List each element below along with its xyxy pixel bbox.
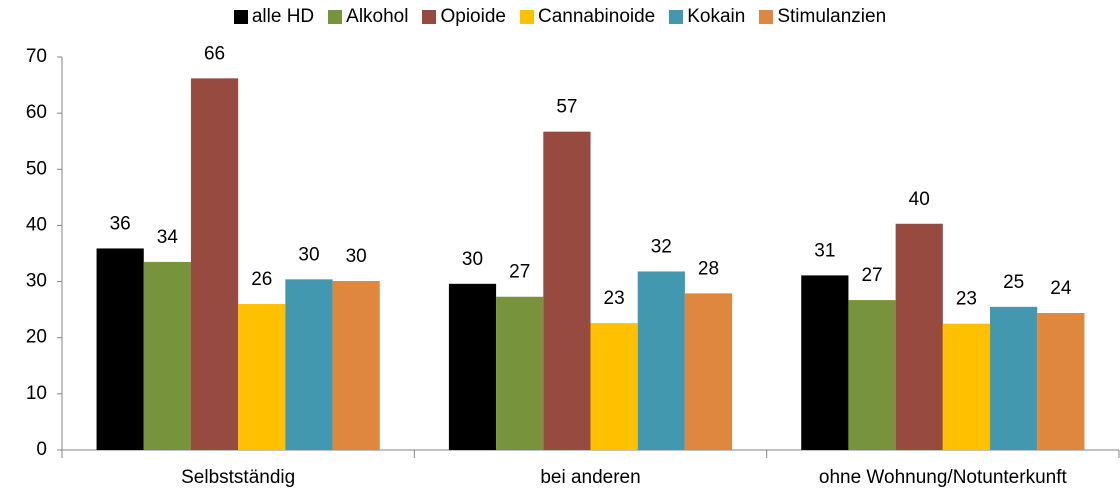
data-label: 24: [1050, 278, 1072, 299]
y-tick-label: 50: [26, 158, 47, 179]
legend-swatch: [328, 10, 343, 24]
data-label: 23: [604, 288, 625, 309]
legend-swatch: [422, 10, 437, 24]
bar: [637, 271, 685, 450]
data-label: 25: [1003, 272, 1024, 293]
legend-item: Kokain: [669, 6, 745, 28]
legend: alle HD Alkohol Opioide Cannabinoide Kokain S…: [0, 6, 1120, 28]
x-tick-label: ohne Wohnung/Notunterkunft: [819, 467, 1068, 488]
data-label: 30: [462, 249, 483, 270]
legend-label: alle HD: [251, 6, 315, 27]
data-label: 28: [698, 258, 719, 279]
bar: [1037, 313, 1085, 450]
bar: [895, 223, 943, 450]
bar: [96, 248, 144, 450]
legend-label: Stimulanzien: [777, 6, 887, 27]
legend-swatch: [669, 10, 684, 24]
bar: [801, 275, 849, 450]
bar: [143, 261, 191, 450]
legend-item: Opioide: [422, 6, 506, 28]
bar: [238, 304, 286, 450]
x-tick-label: bei anderen: [540, 467, 640, 488]
legend-label: Alkohol: [346, 6, 409, 27]
legend-label: Opioide: [440, 6, 506, 27]
bar: [848, 300, 896, 450]
x-tick-label: Selbstständig: [181, 467, 295, 488]
bar: [990, 306, 1038, 450]
bar: [190, 78, 239, 450]
legend-swatch: [233, 10, 248, 24]
bar: [496, 296, 544, 450]
bar: [332, 281, 380, 450]
bar: [590, 323, 638, 450]
y-tick-label: 70: [26, 46, 47, 67]
legend-item: Stimulanzien: [759, 6, 886, 28]
bar: [942, 323, 991, 450]
data-label: 30: [298, 244, 319, 265]
y-tick-label: 30: [26, 271, 47, 292]
bar: [684, 293, 733, 450]
legend-swatch: [759, 10, 774, 24]
legend-item: Cannabinoide: [519, 6, 656, 28]
data-label: 30: [346, 246, 367, 267]
legend-item: Alkohol: [328, 6, 408, 28]
data-label: 27: [509, 262, 530, 283]
data-label: 26: [251, 269, 272, 290]
bar: [543, 131, 591, 451]
data-label: 32: [651, 236, 672, 257]
bar: [448, 283, 497, 450]
y-tick-label: 60: [26, 102, 47, 123]
data-label: 34: [157, 227, 179, 248]
data-label: 66: [204, 43, 225, 64]
legend-label: Kokain: [687, 6, 746, 27]
data-label: 23: [956, 289, 977, 310]
data-label: 40: [909, 189, 930, 210]
legend-item: alle HD: [233, 6, 315, 28]
data-label: 27: [861, 265, 882, 286]
data-label: 57: [556, 97, 577, 118]
y-tick-label: 40: [26, 214, 47, 235]
y-tick-label: 10: [26, 383, 47, 404]
bar: [285, 279, 333, 450]
legend-label: Cannabinoide: [537, 6, 656, 27]
y-tick-label: 0: [36, 439, 47, 460]
data-label: 31: [814, 240, 835, 261]
y-tick-label: 20: [26, 327, 47, 348]
legend-swatch: [519, 10, 534, 24]
data-label: 36: [110, 213, 131, 234]
